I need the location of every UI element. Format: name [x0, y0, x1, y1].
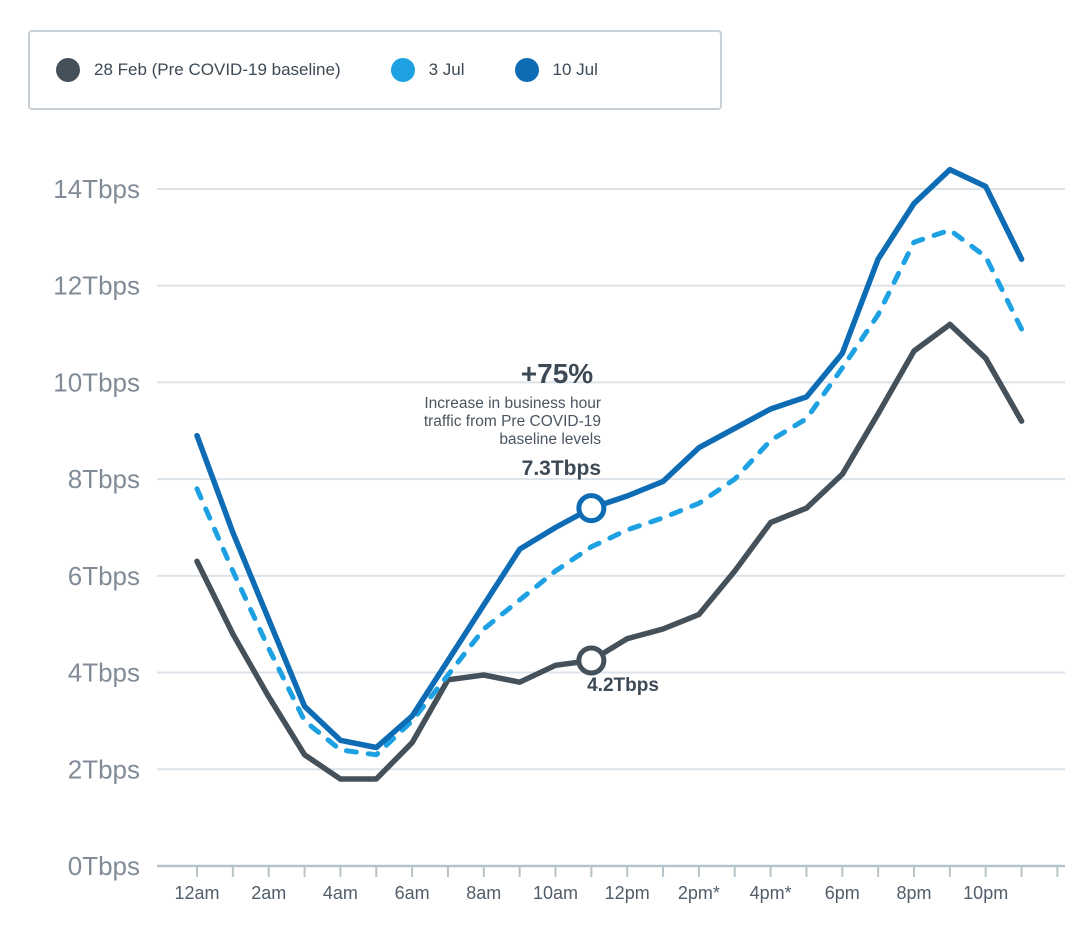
- series-dot-icon: [56, 58, 80, 82]
- annotation-line: baseline levels: [499, 431, 601, 448]
- y-tick-label: 4Tbps: [68, 658, 140, 688]
- y-tick-label: 14Tbps: [53, 174, 140, 204]
- y-tick-label: 12Tbps: [53, 271, 140, 301]
- x-tick-label: 2pm*: [678, 883, 720, 903]
- legend-item-28feb: 28 Feb (Pre COVID-19 baseline): [56, 58, 341, 82]
- series-line-3-jul: [194, 227, 1025, 758]
- series-line-10-jul: [194, 166, 1025, 751]
- legend-label: 3 Jul: [428, 60, 465, 79]
- y-tick-label: 10Tbps: [53, 367, 140, 397]
- x-tick-label: 6pm: [825, 883, 860, 903]
- legend-label: 10 Jul: [552, 60, 598, 79]
- x-tick-label: 8pm: [896, 883, 931, 903]
- legend-item-10jul: 10 Jul: [514, 58, 598, 82]
- annotation-value-label: 7.3Tbps: [522, 457, 601, 480]
- x-tick-label: 12am: [174, 883, 219, 903]
- y-tick-label: 6Tbps: [68, 561, 140, 591]
- legend-item-3jul: 3 Jul: [390, 58, 465, 82]
- x-tick-label: 4am: [323, 883, 358, 903]
- x-tick-label: 12pm: [605, 883, 650, 903]
- baseline-value-label: 4.2Tbps: [587, 675, 659, 696]
- x-tick-label: 2am: [251, 883, 286, 903]
- chart-legend: 28 Feb (Pre COVID-19 baseline) 3 Jul 10 …: [28, 30, 722, 110]
- x-tick-label: 6am: [395, 883, 430, 903]
- annotation-line: traffic from Pre COVID-19: [424, 413, 601, 430]
- x-tick-label: 8am: [466, 883, 501, 903]
- annotation-line: Increase in business hour: [424, 395, 601, 412]
- x-tick-label: 4pm*: [750, 883, 792, 903]
- y-tick-label: 0Tbps: [68, 851, 140, 881]
- data-point-marker: [576, 645, 607, 676]
- legend-label: 28 Feb (Pre COVID-19 baseline): [94, 60, 341, 79]
- series-dot-icon: [390, 58, 415, 82]
- data-point-marker: [576, 493, 607, 524]
- y-tick-label: 2Tbps: [68, 754, 140, 784]
- x-tick-label: 10pm: [963, 883, 1008, 903]
- y-tick-label: 8Tbps: [68, 464, 140, 494]
- series-dot-icon: [514, 58, 539, 82]
- series-line-28-feb: [194, 321, 1025, 782]
- x-tick-label: 10am: [533, 883, 578, 903]
- annotation-headline: +75%: [521, 358, 593, 389]
